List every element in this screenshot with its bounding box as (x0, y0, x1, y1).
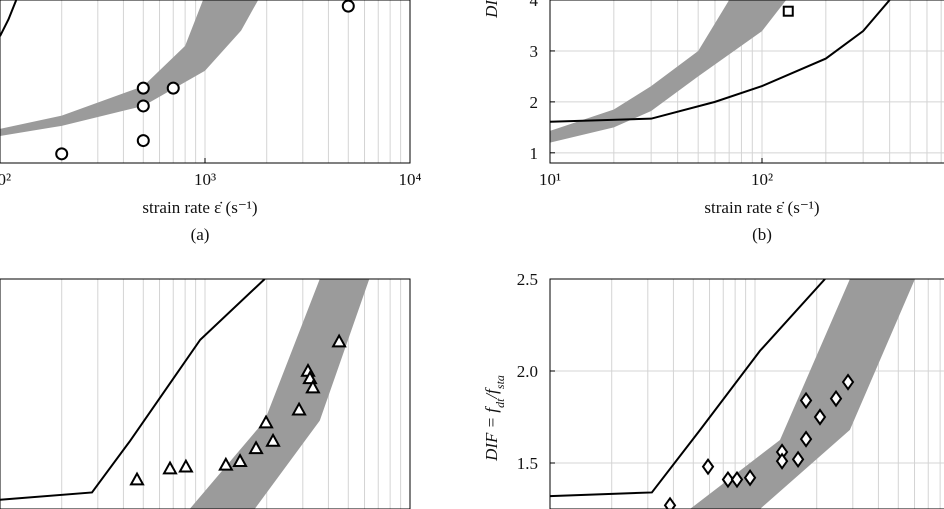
y-tick-label: 2 (530, 93, 539, 112)
marker (166, 81, 180, 95)
marker (136, 134, 150, 148)
x-tick-label: 10¹ (539, 170, 561, 189)
panel: 1 2 3 4 10¹ 10² strain rate ε̇ (s⁻¹) (b) DIF = f… (482, 0, 944, 244)
y-tick-label: 1 (530, 144, 539, 163)
marker (799, 430, 813, 448)
marker (341, 0, 355, 13)
panel: 2.5 2.0 1.5 DIF = fdt/fsta (482, 270, 944, 509)
band (690, 279, 915, 509)
x-tick-label: 10³ (194, 170, 216, 189)
curve (0, 279, 266, 501)
marker (129, 471, 145, 486)
plot-frame (549, 0, 944, 164)
marker (291, 401, 307, 416)
marker (841, 373, 855, 391)
marker (701, 457, 715, 476)
y-label-part: /f (482, 387, 501, 400)
marker (829, 389, 843, 408)
y-axis-label: DIF = fdt/fsta (482, 375, 507, 462)
x-axis-label: strain rate ε̇ (s⁻¹) (704, 198, 819, 217)
band (189, 279, 370, 509)
plot-area (550, 279, 944, 509)
marker (730, 470, 744, 489)
marker (265, 432, 281, 447)
curve (550, 279, 826, 498)
y-label-part: DIF = f (482, 0, 501, 19)
marker (305, 379, 321, 394)
y-label-part: DIF = f (482, 406, 501, 462)
marker (55, 147, 69, 161)
marker (258, 414, 274, 429)
marker (743, 468, 757, 487)
marker (248, 440, 264, 455)
y-axis-label: DIF = fdt/fsta (482, 0, 507, 19)
y-tick-label: 2.5 (517, 270, 538, 289)
x-tick-label: 10² (751, 170, 773, 189)
y-tick-label: 2.0 (517, 362, 538, 381)
plot-area (550, 0, 944, 163)
panel-caption: (b) (752, 225, 772, 244)
marker (331, 333, 347, 348)
y-label-part: dt (493, 398, 507, 408)
marker (782, 5, 794, 17)
plot-area (0, 279, 410, 509)
band (550, 0, 787, 143)
plot-frame (549, 278, 944, 509)
marker (799, 391, 813, 410)
y-label-part: sta (493, 375, 507, 389)
curve (550, 0, 891, 123)
band (0, 0, 259, 137)
plot-area (0, 0, 410, 163)
plot-frame (0, 0, 411, 164)
marker (136, 81, 150, 95)
marker (162, 460, 178, 475)
y-tick-label: 3 (530, 42, 539, 61)
marker (813, 408, 827, 426)
x-tick-label: 10² (0, 170, 11, 189)
marker (775, 452, 789, 470)
panel-caption: (a) (191, 225, 210, 244)
panel: 10² 10³ 10⁴ strain rate ε̇ (s⁻¹) (a) (0, 0, 422, 244)
marker (232, 453, 248, 467)
marker (721, 470, 735, 489)
y-tick-label: 4 (530, 0, 539, 10)
marker (663, 496, 677, 509)
marker (136, 99, 150, 113)
x-axis-label: strain rate ε̇ (s⁻¹) (142, 198, 257, 217)
marker (791, 450, 805, 469)
marker (178, 458, 194, 473)
x-tick-label: 10⁴ (399, 170, 422, 189)
panel (0, 278, 411, 509)
y-tick-label: 1.5 (517, 454, 538, 473)
curve (0, 0, 18, 37)
marker (218, 456, 234, 471)
plot-frame (0, 278, 411, 509)
